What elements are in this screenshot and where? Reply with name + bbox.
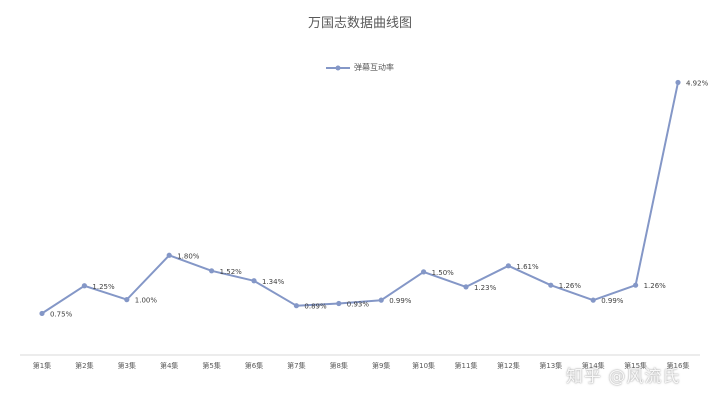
- data-point: [378, 297, 384, 303]
- x-tick-label: 第15集: [624, 361, 647, 370]
- data-label: 1.00%: [135, 297, 158, 305]
- data-point: [633, 282, 639, 288]
- data-point: [39, 310, 45, 317]
- data-label: 0.75%: [50, 310, 73, 318]
- data-point: [166, 252, 172, 258]
- data-label: 1.25%: [92, 283, 115, 291]
- series-line: [41, 82, 679, 315]
- data-label: 1.61%: [516, 263, 539, 271]
- data-label: 1.23%: [474, 284, 497, 292]
- data-point: [124, 297, 130, 303]
- x-tick-label: 第14集: [582, 361, 605, 370]
- x-tick-label: 第6集: [245, 361, 263, 370]
- watermark: 知乎 @风流氏: [566, 367, 681, 387]
- data-label: 1.26%: [644, 282, 667, 290]
- x-tick-label: 第8集: [330, 361, 348, 370]
- x-tick-label: 第16集: [667, 361, 690, 370]
- data-point: [463, 284, 469, 290]
- data-label: 1.52%: [220, 268, 243, 276]
- x-tick-label: 第1集: [33, 361, 51, 370]
- data-label: 0.89%: [304, 303, 327, 311]
- x-tick-label: 第13集: [539, 361, 562, 370]
- data-label: 1.26%: [559, 282, 582, 290]
- x-tick-label: 第3集: [118, 361, 136, 370]
- data-label: 0.99%: [601, 297, 624, 305]
- data-label: 0.99%: [389, 297, 412, 305]
- data-point: [421, 269, 427, 275]
- data-point: [675, 79, 681, 86]
- data-label: 1.50%: [432, 269, 455, 277]
- x-tick-label: 第5集: [202, 361, 220, 370]
- data-label: 4.92%: [686, 79, 709, 87]
- x-tick-label: 第12集: [497, 361, 520, 370]
- data-label: 1.80%: [177, 252, 200, 260]
- legend-label: 弹幕互动率: [354, 63, 394, 72]
- data-point: [251, 278, 257, 284]
- x-tick-label: 第4集: [160, 361, 178, 370]
- data-point: [590, 297, 596, 303]
- chart-title: 万国志数据曲线图: [307, 16, 412, 31]
- x-tick-label: 第2集: [75, 361, 93, 370]
- data-point: [293, 303, 299, 309]
- x-tick-label: 第10集: [412, 361, 435, 370]
- data-point: [209, 268, 215, 274]
- data-label: 1.34%: [262, 278, 285, 286]
- data-point: [505, 263, 511, 269]
- data-point: [81, 283, 87, 289]
- legend-swatch: [326, 65, 350, 70]
- legend: 弹幕互动率: [0, 62, 720, 73]
- x-tick-label: 第9集: [372, 361, 390, 370]
- x-tick-label: 第11集: [455, 361, 478, 370]
- data-point: [336, 300, 342, 307]
- data-point: [548, 282, 554, 288]
- data-label: 0.93%: [347, 300, 370, 308]
- x-tick-label: 第7集: [287, 361, 305, 370]
